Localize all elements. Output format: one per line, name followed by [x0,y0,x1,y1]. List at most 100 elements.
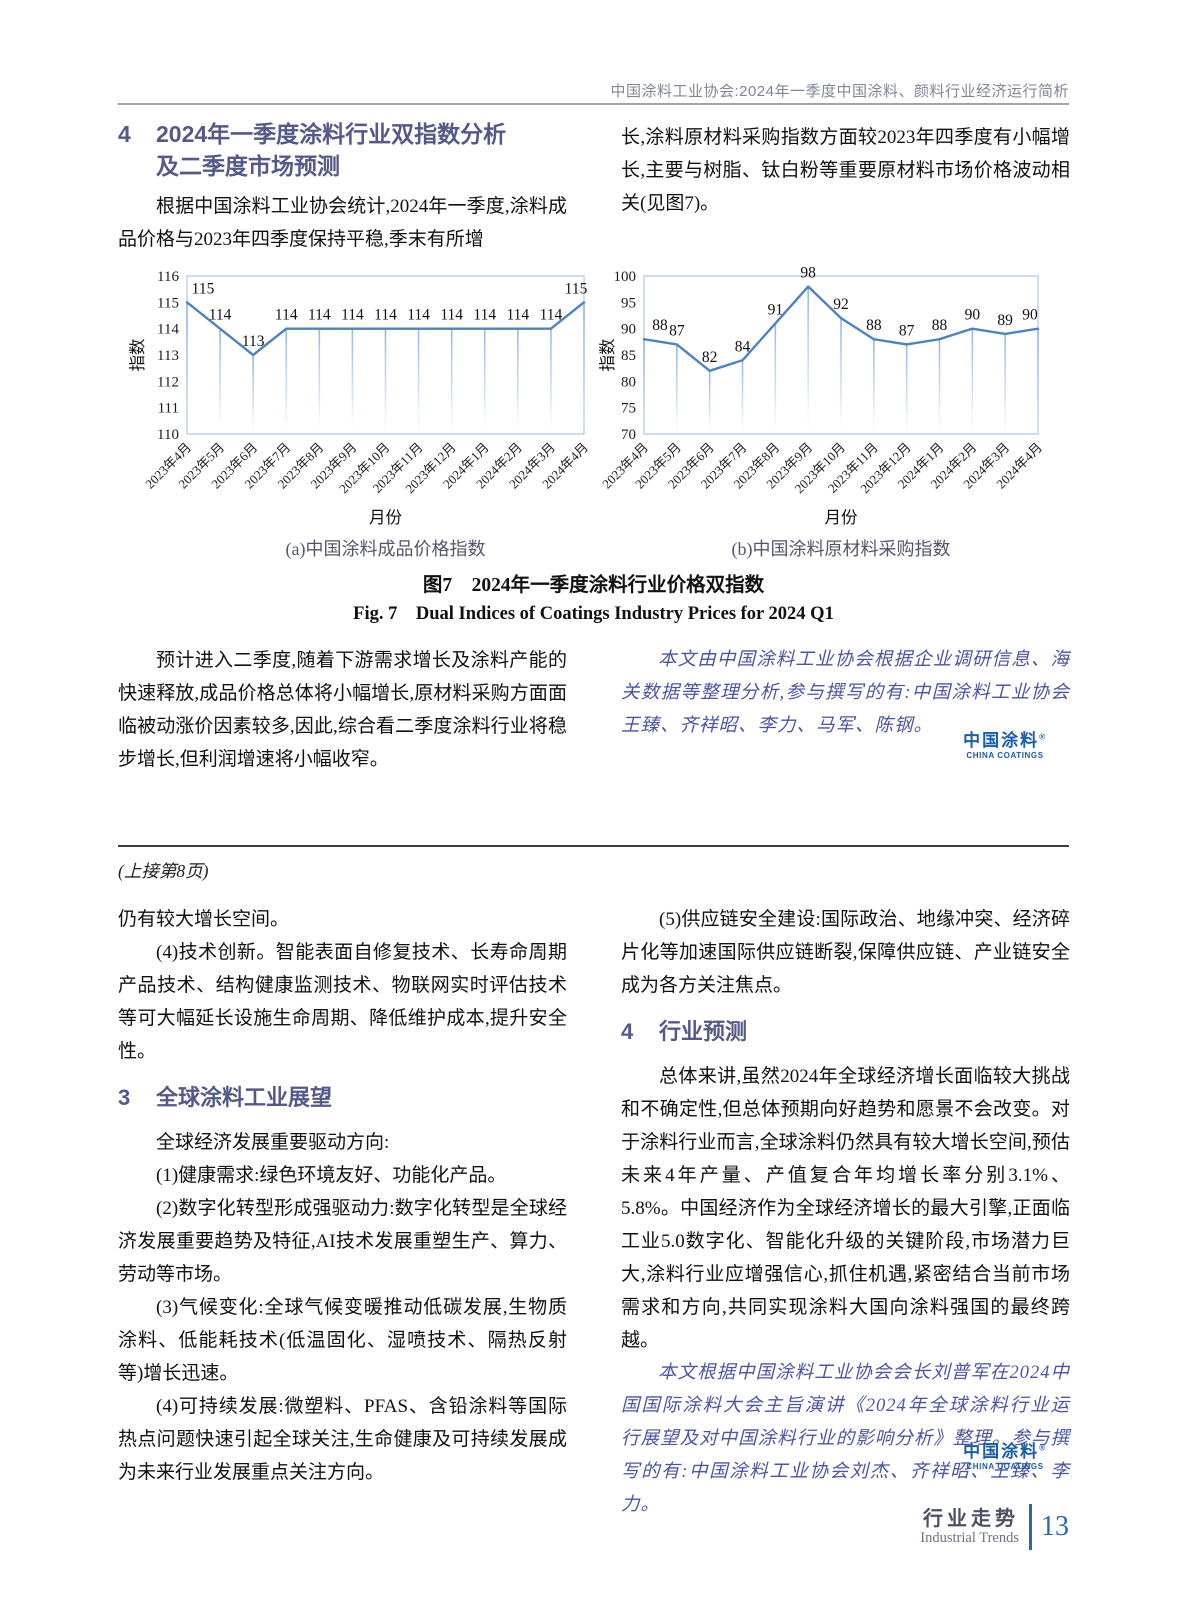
svg-text:114: 114 [506,307,529,324]
svg-text:100: 100 [614,269,637,285]
chart-a-subcaption: (a)中国涂料成品价格指数 [285,539,486,559]
svg-text:91: 91 [768,301,784,318]
svg-text:115: 115 [565,280,588,297]
logo-text-en: CHINA COATINGS [966,1462,1044,1471]
section-number: 3 [118,1085,131,1110]
header-rule [118,103,1069,105]
article1-forecast-paragraph-col: 预计进入二季度,随着下游需求增长及涂料产能的快速释放,成品价格总体将小幅增长,原… [118,644,567,776]
svg-text:114: 114 [157,322,179,338]
article1-authors-note: 本文由中国涂料工业协会根据企业调研信息、海关数据等整理分析,参与撰写的有:中国涂… [621,650,1070,736]
article2-columns: 仍有较大增长空间。 (4)技术创新。智能表面自修复技术、长寿命周期产品技术、结构… [118,903,1070,1522]
continued-from-note: (上接第8页) [118,861,209,881]
section-title: 行业预测 [659,1019,748,1044]
svg-text:111: 111 [158,401,179,417]
article2-paragraph: 全球经济发展重要驱动方向: [156,1132,390,1153]
section-number: 4 [621,1019,634,1044]
svg-text:115: 115 [157,295,179,311]
section-heading-3-global-outlook: 3 全球涂料工业展望 [118,1082,567,1114]
article2-paragraph: (5)供应链安全建设:国际政治、地缘冲突、经济碎片化等加速国际供应链断裂,保障供… [621,909,1070,996]
page-footer: 行业走势 Industrial Trends 13 [920,1504,1069,1550]
figure7: 110 111 112 113 114 115 116 指数 115 114 113 114 114 11… [0,256,1187,629]
figure7-charts-row: 110 111 112 113 114 115 116 指数 115 114 113 114 114 11… [0,256,1187,561]
article2-paragraph: (4)可持续发展:微塑料、PFAS、含铅涂料等国际热点问题快速引起全球关注,生命… [118,1396,567,1483]
svg-text:113: 113 [157,348,179,364]
svg-text:75: 75 [621,401,636,417]
svg-text:112: 112 [157,374,179,390]
svg-text:87: 87 [899,322,915,339]
article1-paragraph-right: 长,涂料原材料采购指数方面较2023年四季度有小幅增长,主要与树脂、钛白粉等重要… [621,127,1070,214]
section-heading-4-industry-forecast: 4 行业预测 [621,1016,1070,1048]
svg-text:114: 114 [275,307,298,324]
section-title: 全球涂料工业展望 [156,1085,333,1110]
chart-b-subcaption: (b)中国涂料原材料采购指数 [731,539,951,559]
article1-authors-col: 本文由中国涂料工业协会根据企业调研信息、海关数据等整理分析,参与撰写的有:中国涂… [621,644,1070,776]
svg-text:114: 114 [407,307,430,324]
svg-text:113: 113 [242,333,265,350]
svg-text:80: 80 [621,374,636,390]
article2-paragraph: (4)技术创新。智能表面自修复技术、长寿命周期产品技术、结构健康监测技术、物联网… [118,942,567,1062]
article2-paragraph: (1)健康需求:绿色环境友好、功能化产品。 [156,1165,507,1186]
article2-right-column: (5)供应链安全建设:国际政治、地缘冲突、经济碎片化等加速国际供应链断裂,保障供… [621,903,1070,1522]
page-number: 13 [1041,1511,1069,1542]
svg-text:114: 114 [341,307,364,324]
chart-a-finished-product-price-index: 110 111 112 113 114 115 116 指数 115 114 113 114 114 11… [128,256,591,561]
svg-text:指数: 指数 [598,338,617,372]
svg-text:114: 114 [374,307,397,324]
page-header-runninghead: 中国涂料工业协会:2024年一季度中国涂料、颜料行业经济运行简析 [610,83,1069,100]
figure7-caption-cn: 图7 2024年一季度涂料行业价格双指数 [422,575,765,596]
svg-text:92: 92 [833,296,849,313]
section-title-line1: 2024年一季度涂料行业双指数分析 [156,121,507,147]
footer-section-labels: 行业走势 Industrial Trends [920,1508,1019,1547]
svg-text:88: 88 [932,317,948,334]
article1-closing-columns: 预计进入二季度,随着下游需求增长及涂料产能的快速释放,成品价格总体将小幅增长,原… [118,644,1069,776]
section-heading-4-line2: 及二季度市场预测 [156,153,340,179]
svg-text:114: 114 [440,307,463,324]
svg-text:月份: 月份 [369,508,403,527]
svg-text:89: 89 [997,312,1013,329]
svg-text:月份: 月份 [825,508,859,527]
svg-text:85: 85 [621,348,636,364]
svg-text:90: 90 [1022,307,1038,324]
china-coatings-logo-1: 中国涂料® CHINA COATINGS [963,732,1047,760]
svg-text:114: 114 [540,307,563,324]
article2-paragraph: (3)气候变化:全球气候变暖推动低碳发展,生物质涂料、低能耗技术(低温固化、湿喷… [118,1297,567,1384]
registered-mark: ® [1039,1443,1047,1453]
logo-text-en: CHINA COATINGS [966,751,1044,760]
figure7-caption-en: Fig. 7 Dual Indices of Coatings Industry… [353,604,834,624]
svg-text:87: 87 [669,322,685,339]
article1-right-column: 长,涂料原材料采购指数方面较2023年四季度有小幅增长,主要与树脂、钛白粉等重要… [621,118,1070,256]
figure7-caption: 图7 2024年一季度涂料行业价格双指数 Fig. 7 Dual Indices… [0,571,1187,629]
svg-text:88: 88 [866,317,882,334]
logo-text-cn: 中国涂料® [963,731,1047,750]
section-heading-4-dual-index: 4 2024年一季度涂料行业双指数分析 [118,118,567,150]
article1-paragraph-left: 根据中国涂料工业协会统计,2024年一季度,涂料成品价格与2023年四季度保持平… [118,196,567,250]
svg-text:95: 95 [621,295,636,311]
logo-text-cn: 中国涂料® [963,1442,1047,1461]
china-coatings-logo-2: 中国涂料® CHINA COATINGS [963,1443,1047,1471]
article2-left-column: 仍有较大增长空间。 (4)技术创新。智能表面自修复技术、长寿命周期产品技术、结构… [118,903,567,1522]
svg-text:指数: 指数 [128,338,147,372]
svg-text:116: 116 [157,269,179,285]
svg-text:98: 98 [800,265,816,282]
svg-text:82: 82 [702,349,718,366]
section-divider-rule [118,845,1069,847]
registered-mark: ® [1039,732,1047,742]
article1-forecast-paragraph: 预计进入二季度,随着下游需求增长及涂料产能的快速释放,成品价格总体将小幅增长,原… [118,650,567,770]
svg-text:114: 114 [209,307,232,324]
svg-text:114: 114 [473,307,496,324]
chart-b-raw-material-purchase-index: 70 75 80 85 90 95 100 指数 88 87 82 84 91 98 92 88 87 88 90 8… [598,256,1064,561]
footer-divider-bar [1029,1504,1032,1550]
article2-closing-note: 本文根据中国涂料工业协会会长刘普军在2024中国国际涂料大会主旨演讲《2024年… [621,1363,1070,1515]
svg-text:115: 115 [192,280,215,297]
article2-paragraph: (2)数字化转型形成强驱动力:数字化转型是全球经济发展重要趋势及特征,AI技术发… [118,1198,567,1285]
svg-text:90: 90 [621,322,636,338]
footer-section-cn: 行业走势 [923,1507,1019,1530]
svg-text:88: 88 [652,317,668,334]
footer-section-en: Industrial Trends [920,1529,1019,1546]
svg-text:110: 110 [157,427,179,443]
svg-text:114: 114 [308,307,331,324]
svg-text:84: 84 [735,338,751,355]
